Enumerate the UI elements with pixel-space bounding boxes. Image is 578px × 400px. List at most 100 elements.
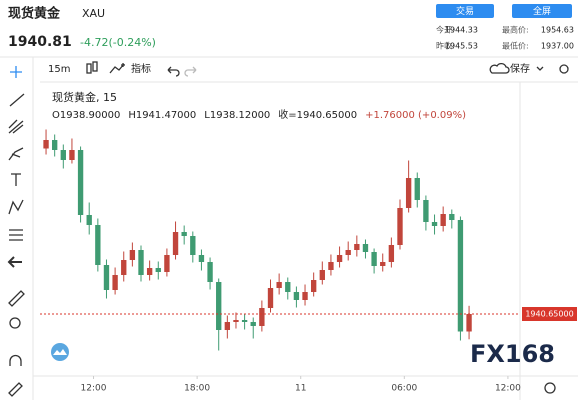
candle-body: [146, 268, 153, 275]
x-tick-label: 06:00: [391, 384, 417, 394]
axis-settings[interactable]: [544, 382, 556, 394]
lock-tool[interactable]: [8, 382, 23, 397]
legend-value: +1.76000 (+0.09%): [365, 110, 466, 121]
candle-body: [457, 220, 464, 332]
stat-label: 最高价:: [502, 25, 529, 35]
candle-body: [121, 260, 127, 275]
price-change: -4.72(-0.24%): [80, 36, 156, 49]
undo-button[interactable]: [167, 66, 180, 77]
interval-button[interactable]: 15m: [48, 64, 70, 75]
candle-body: [302, 292, 308, 300]
candle-body: [233, 320, 239, 322]
candle-body: [60, 150, 66, 160]
legend-value: 收=1940.65000: [278, 108, 357, 121]
price-label-box: [522, 307, 577, 321]
candle-body: [405, 178, 412, 208]
candle-body: [241, 320, 248, 322]
drawing-tools: [7, 66, 25, 397]
candle-body: [397, 208, 403, 245]
candle-body: [103, 265, 110, 290]
ruler-tool[interactable]: [8, 290, 25, 307]
legend-value: O1938.90000: [52, 110, 120, 121]
stat-label: 最低价:: [502, 41, 529, 51]
candle-body: [285, 282, 291, 292]
candle-body: [52, 140, 58, 150]
x-tick-label: 11: [295, 384, 306, 394]
pattern-tool[interactable]: [8, 199, 24, 215]
x-tick-label: 18:00: [184, 384, 210, 394]
candle-body: [449, 214, 455, 220]
stat-value: 1937.00: [541, 42, 574, 51]
stat-value: 1945.53: [445, 42, 478, 51]
candle-body: [354, 244, 360, 250]
x-tick-label: 12:00: [495, 384, 521, 394]
candle-body: [466, 314, 472, 332]
indicator-icon[interactable]: [109, 63, 125, 74]
trade-button-label[interactable]: 交易: [456, 5, 474, 17]
chart-type-button[interactable]: [86, 61, 98, 74]
brush-tool[interactable]: [8, 147, 24, 161]
crosshair-tool[interactable]: [10, 66, 22, 78]
trade-button[interactable]: [436, 4, 494, 18]
price-label: 1940.65000: [525, 310, 573, 319]
candle-body: [293, 292, 300, 300]
candle-body: [267, 288, 274, 308]
cloud-icon[interactable]: [489, 62, 510, 74]
candle-body: [276, 282, 282, 288]
settings-button[interactable]: [559, 64, 569, 74]
candle-body: [388, 245, 395, 262]
chart-title: 现货黄金, 15: [52, 90, 117, 104]
x-tick-label: 12:00: [81, 384, 107, 394]
ohlc-legend: O1938.90000 H1941.47000 L1938.12000 收=1940.…: [52, 108, 466, 121]
candle-body: [86, 215, 92, 225]
legend-value: H1941.47000: [128, 110, 196, 121]
instrument-name: 现货黄金: [8, 6, 61, 22]
candle-body: [172, 232, 179, 255]
candle-body: [224, 322, 231, 330]
candle-body: [77, 150, 84, 215]
fullscreen-button-label[interactable]: 全屏: [533, 5, 551, 17]
trendline-tool[interactable]: [9, 93, 25, 107]
candle-body: [362, 244, 369, 252]
candle-body: [164, 255, 170, 272]
candle-body: [216, 282, 222, 330]
watermark: FX168: [470, 340, 555, 368]
candle-body: [190, 236, 196, 255]
candle-body: [181, 232, 187, 236]
candle-body: [259, 308, 265, 326]
logo-badge-icon: [53, 349, 67, 355]
candle-body: [69, 150, 75, 160]
candle-body: [129, 250, 136, 260]
candle-body: [310, 280, 317, 292]
candle-body: [198, 255, 205, 262]
candle-body: [250, 322, 256, 326]
fullscreen-button[interactable]: [512, 4, 572, 18]
text-tool[interactable]: [11, 173, 21, 186]
indicator-button[interactable]: 指标: [131, 62, 151, 75]
zoom-tool[interactable]: [9, 317, 21, 329]
last-price: 1940.81: [8, 34, 72, 50]
save-button[interactable]: 保存: [510, 62, 530, 75]
stat-value: 1954.63: [541, 26, 574, 35]
candle-body: [423, 200, 429, 222]
save-menu[interactable]: [536, 66, 544, 71]
candle-body: [138, 250, 144, 275]
stat-value: 1944.33: [445, 26, 478, 35]
legend-value: L1938.12000: [204, 110, 270, 121]
fib-tool[interactable]: [8, 119, 24, 134]
candle-body: [328, 262, 334, 270]
candle-body: [380, 262, 386, 266]
magnet-tool[interactable]: [9, 354, 22, 366]
candle-body: [431, 222, 438, 226]
redo-button[interactable]: [184, 66, 197, 77]
candle-body: [155, 268, 161, 272]
prediction-tool[interactable]: [9, 229, 23, 241]
candle-body: [414, 178, 420, 200]
candle-body: [371, 252, 377, 266]
back-tool[interactable]: [7, 256, 22, 268]
candle-body: [336, 255, 343, 262]
candle-body: [43, 140, 49, 149]
candle-body: [345, 250, 351, 255]
stat-label: 今开:: [436, 25, 455, 35]
